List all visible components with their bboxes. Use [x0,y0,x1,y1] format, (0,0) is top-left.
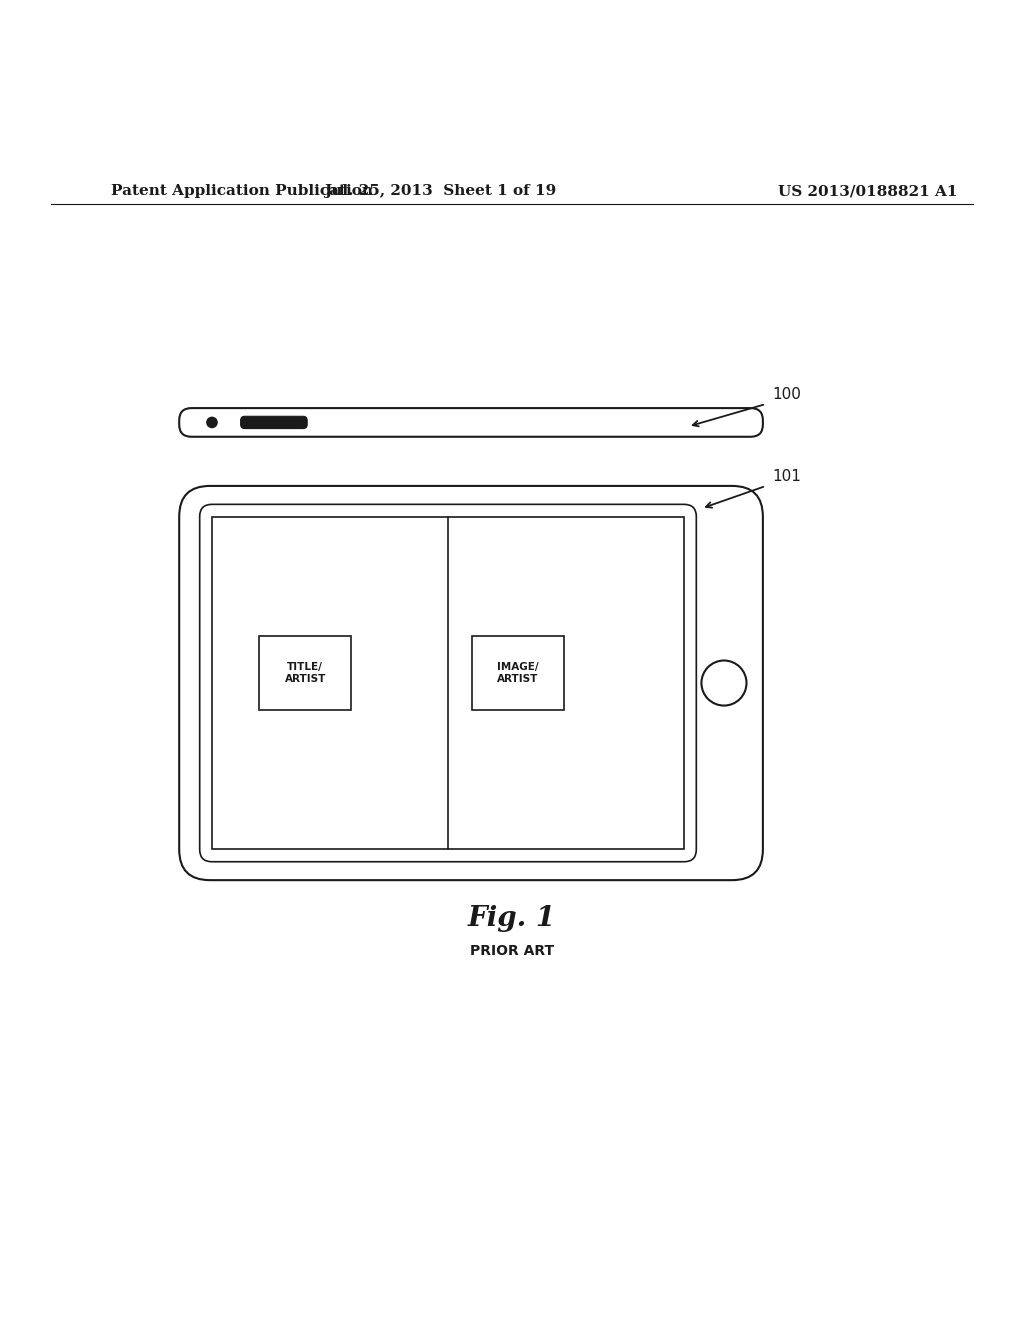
Text: Fig. 1: Fig. 1 [468,904,556,932]
FancyBboxPatch shape [241,416,307,429]
Text: Patent Application Publication: Patent Application Publication [111,183,373,198]
Circle shape [207,417,217,428]
Bar [212,516,684,850]
Text: 101: 101 [772,469,801,484]
Circle shape [701,660,746,706]
FancyBboxPatch shape [179,486,763,880]
Text: 100: 100 [772,387,801,403]
Text: US 2013/0188821 A1: US 2013/0188821 A1 [778,183,957,198]
FancyBboxPatch shape [200,504,696,862]
Text: PRIOR ART: PRIOR ART [470,944,554,958]
FancyBboxPatch shape [179,408,763,437]
Text: TITLE/
ARTIST: TITLE/ ARTIST [285,661,326,684]
Bar [472,636,564,710]
Text: IMAGE/
ARTIST: IMAGE/ ARTIST [497,661,539,684]
Text: Jul. 25, 2013  Sheet 1 of 19: Jul. 25, 2013 Sheet 1 of 19 [325,183,556,198]
Bar [259,636,351,710]
